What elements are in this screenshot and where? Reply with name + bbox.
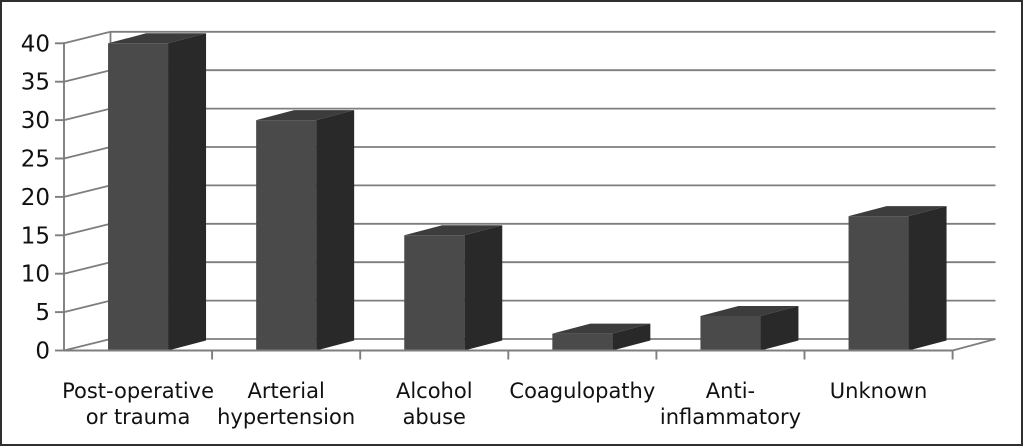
bar-side-face (316, 110, 355, 351)
y-axis-label-30: 30 (21, 108, 50, 134)
category-label-line: or trauma (86, 405, 191, 429)
y-axis-label-20: 20 (21, 185, 50, 211)
bar-side-face (760, 305, 799, 351)
category-label-line: inflammatory (660, 405, 801, 429)
category-label-line: Post-operative (62, 379, 214, 403)
bar-front-face (848, 216, 909, 351)
category-label-line: Anti- (706, 379, 755, 403)
bar-side-face (168, 33, 207, 351)
bar-side-face (908, 206, 947, 351)
bar-unknown (848, 206, 947, 351)
category-label-line: Arterial (247, 379, 324, 403)
y-axis-label-35: 35 (21, 70, 50, 96)
category-label-unknown: Unknown (830, 379, 927, 403)
category-label-line: Unknown (830, 379, 927, 403)
gridline-diagonal-20 (63, 184, 111, 198)
category-label-line: hypertension (217, 405, 355, 429)
bar-anti-inflammatory (700, 305, 799, 351)
y-axis-label-10: 10 (21, 262, 50, 288)
category-label-arterial-hypertension: Arterial hypertension (217, 379, 355, 429)
y-axis-label-0: 0 (35, 339, 50, 365)
category-label-line: Alcohol (396, 379, 473, 403)
y-axis-label-5: 5 (35, 300, 50, 326)
category-label-anti-inflammatory: Anti-inflammatory (660, 379, 801, 429)
bar-top-face (256, 110, 355, 121)
bar-top-face (108, 33, 207, 44)
bar-coagulopathy (552, 323, 651, 351)
y-axis-label-25: 25 (21, 147, 50, 173)
gridline-diagonal-40 (63, 30, 111, 45)
gridline-diagonal-15 (63, 222, 111, 237)
bar-alcohol-abuse (404, 225, 503, 351)
bar-post-operative-or-trauma (108, 33, 207, 351)
bar-top-face (700, 305, 799, 316)
gridline-diagonal-25 (63, 146, 111, 160)
bar-arterial-hypertension (256, 110, 355, 351)
bar-top-face (552, 323, 651, 334)
gridline-diagonal-0 (63, 338, 111, 352)
bar-top-face (848, 206, 947, 217)
bar-front-face (552, 333, 613, 351)
y-axis-label-40: 40 (21, 31, 50, 57)
gridline-diagonal-35 (63, 69, 111, 83)
floor-right-edge (952, 338, 996, 352)
bar-front-face (108, 43, 169, 351)
bar-front-face (256, 120, 317, 351)
bar-front-face (700, 315, 761, 351)
category-label-line: abuse (403, 405, 466, 429)
gridline-diagonal-10 (63, 261, 111, 275)
y-axis-label-15: 15 (21, 223, 50, 249)
gridline-diagonal-30 (63, 107, 111, 121)
category-label-alcohol-abuse: Alcohol abuse (396, 379, 473, 429)
bar-front-face (404, 235, 465, 351)
category-label-post-operative-or-trauma: Post-operative or trauma (62, 379, 214, 429)
category-label-coagulopathy: Coagulopathy (509, 379, 655, 403)
bar-top-face (404, 225, 503, 236)
gridline-diagonal-5 (63, 299, 111, 313)
category-label-line: Coagulopathy (509, 379, 655, 403)
bar-side-face (612, 323, 651, 351)
bar-side-face (464, 225, 503, 351)
